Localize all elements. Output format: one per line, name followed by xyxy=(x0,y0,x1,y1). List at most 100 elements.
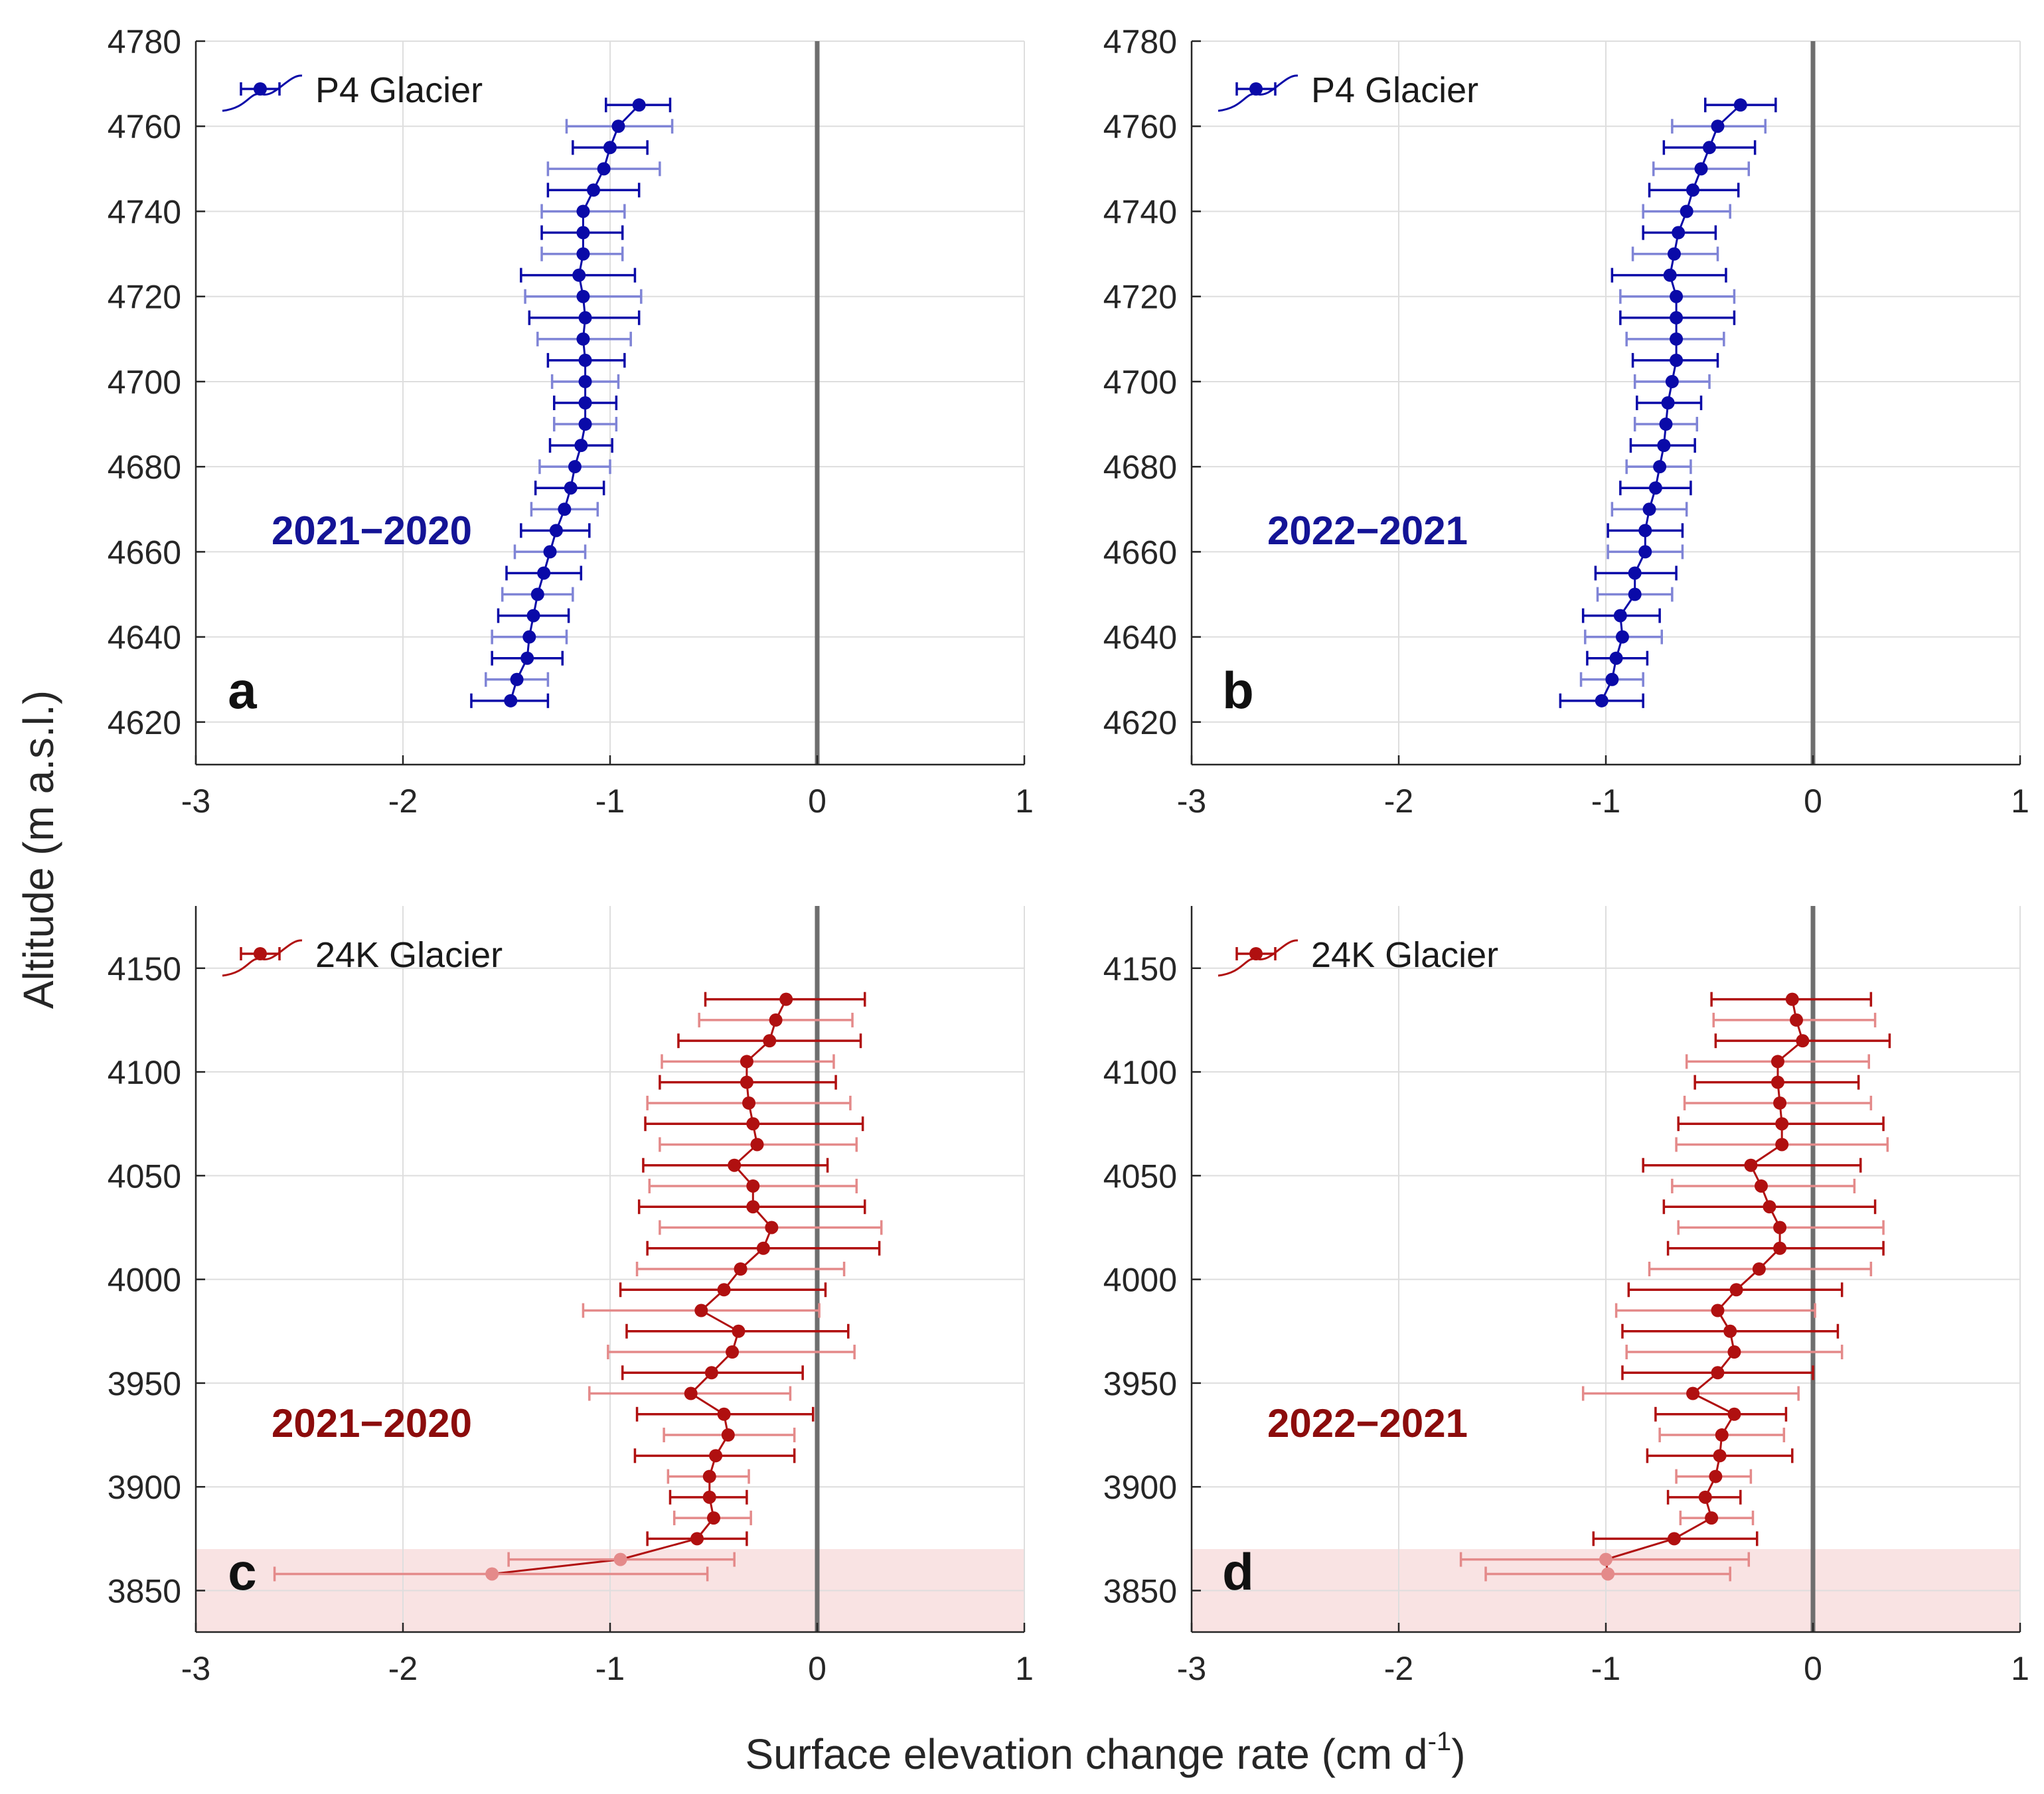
data-point xyxy=(763,1034,777,1048)
data-point xyxy=(1638,524,1652,538)
data-point xyxy=(1694,162,1708,176)
data-point xyxy=(578,374,592,388)
x-tick-label: 0 xyxy=(1804,783,1822,820)
period-label: 2022−2021 xyxy=(1267,508,1468,553)
x-tick-label: -2 xyxy=(388,783,418,820)
y-tick-label: 4700 xyxy=(108,364,181,401)
data-point xyxy=(1595,694,1609,708)
data-point xyxy=(740,1055,753,1069)
data-point xyxy=(526,609,540,623)
data-point xyxy=(721,1428,735,1442)
y-tick-label: 4660 xyxy=(108,534,181,571)
data-point xyxy=(1665,374,1679,388)
data-point xyxy=(1642,502,1656,516)
y-tick-label: 3850 xyxy=(1103,1572,1177,1609)
x-axis-label-end: ) xyxy=(1451,1730,1465,1778)
legend: P4 Glacier xyxy=(1218,70,1478,112)
data-point xyxy=(769,1013,783,1027)
y-tick-label: 4780 xyxy=(108,23,181,60)
data-point xyxy=(750,1138,764,1152)
data-point xyxy=(587,183,601,197)
data-point xyxy=(1705,1511,1719,1525)
data-point xyxy=(1648,481,1662,495)
data-point xyxy=(1770,1075,1784,1089)
y-tick-label: 4150 xyxy=(1103,950,1177,988)
x-tick-label: -3 xyxy=(1177,1650,1206,1687)
legend-label: 24K Glacier xyxy=(315,935,503,975)
data-point xyxy=(746,1200,760,1214)
y-tick-label: 4620 xyxy=(1103,704,1177,741)
data-point xyxy=(572,268,586,282)
y-tick-label: 4640 xyxy=(1103,619,1177,656)
data-point xyxy=(1713,1449,1727,1463)
panel-c: -3 -2 -1 0 1 3850 3900 3950 4000 4050 4100 4150 24K … xyxy=(108,906,1034,1687)
data-point xyxy=(1703,141,1716,155)
data-point xyxy=(1638,545,1652,559)
data-point xyxy=(568,460,582,474)
data-point xyxy=(1599,1552,1612,1566)
data-point xyxy=(1601,1567,1615,1581)
data-point xyxy=(543,545,557,559)
x-tick-label: 1 xyxy=(2011,783,2029,820)
x-tick-label: 0 xyxy=(808,1650,826,1687)
data-point xyxy=(564,481,578,495)
x-tick-label: -3 xyxy=(1177,783,1206,820)
x-axis-label-main: Surface elevation change rate (cm d xyxy=(745,1730,1427,1778)
data-point xyxy=(510,672,524,686)
data-point xyxy=(1744,1158,1758,1172)
panel-d: -3 -2 -1 0 1 3850 3900 3950 4000 4050 4100 4150 24K … xyxy=(1103,906,2029,1687)
data-point xyxy=(1653,460,1667,474)
x-tick-label: 1 xyxy=(1015,783,1034,820)
y-tick-label: 3950 xyxy=(1103,1365,1177,1402)
y-tick-label: 3950 xyxy=(108,1365,181,1402)
data-point xyxy=(1729,1283,1743,1297)
data-point xyxy=(1657,439,1671,453)
data-point xyxy=(578,353,592,367)
panel-letter: a xyxy=(228,661,257,719)
x-tick-label: -1 xyxy=(595,783,625,820)
data-point xyxy=(1628,566,1642,580)
x-tick-label: 0 xyxy=(808,783,826,820)
x-tick-label: -2 xyxy=(1384,783,1413,820)
data-point xyxy=(707,1511,720,1525)
data-point xyxy=(1670,353,1684,367)
data-point xyxy=(1670,332,1684,346)
data-point xyxy=(1727,1407,1741,1421)
data-point xyxy=(632,98,646,112)
x-tick-label: 1 xyxy=(1015,1650,1034,1687)
y-tick-label: 4000 xyxy=(1103,1262,1177,1299)
data-point xyxy=(1609,651,1623,665)
x-tick-label: -2 xyxy=(1384,1650,1413,1687)
legend-marker xyxy=(1249,82,1263,96)
data-point xyxy=(1775,1138,1789,1152)
data-point xyxy=(1680,204,1693,218)
y-tick-label: 4720 xyxy=(108,279,181,316)
y-tick-label: 4150 xyxy=(108,950,181,988)
data-point xyxy=(756,1241,770,1255)
data-point xyxy=(765,1221,779,1234)
y-tick-label: 4100 xyxy=(108,1054,181,1091)
data-point xyxy=(1709,1469,1723,1483)
data-point xyxy=(726,1345,740,1359)
data-point xyxy=(1775,1117,1789,1131)
x-tick-label: -2 xyxy=(388,1650,418,1687)
y-tick-label: 4050 xyxy=(108,1158,181,1195)
period-label: 2022−2021 xyxy=(1267,1401,1468,1446)
y-tick-label: 4680 xyxy=(108,449,181,486)
data-point xyxy=(530,587,544,601)
x-tick-label: -3 xyxy=(181,783,210,820)
data-point xyxy=(694,1304,708,1317)
data-point xyxy=(1711,1366,1725,1380)
panel-letter: c xyxy=(228,1542,256,1601)
data-point xyxy=(613,1552,627,1566)
data-point xyxy=(578,417,592,431)
data-point xyxy=(574,439,588,453)
x-tick-label: -1 xyxy=(1591,1650,1620,1687)
data-point xyxy=(1659,417,1673,431)
data-point xyxy=(1715,1428,1729,1442)
data-point xyxy=(485,1567,499,1581)
data-point xyxy=(740,1075,753,1089)
data-point xyxy=(1711,119,1725,133)
data-point xyxy=(1663,268,1677,282)
data-point xyxy=(746,1179,760,1193)
